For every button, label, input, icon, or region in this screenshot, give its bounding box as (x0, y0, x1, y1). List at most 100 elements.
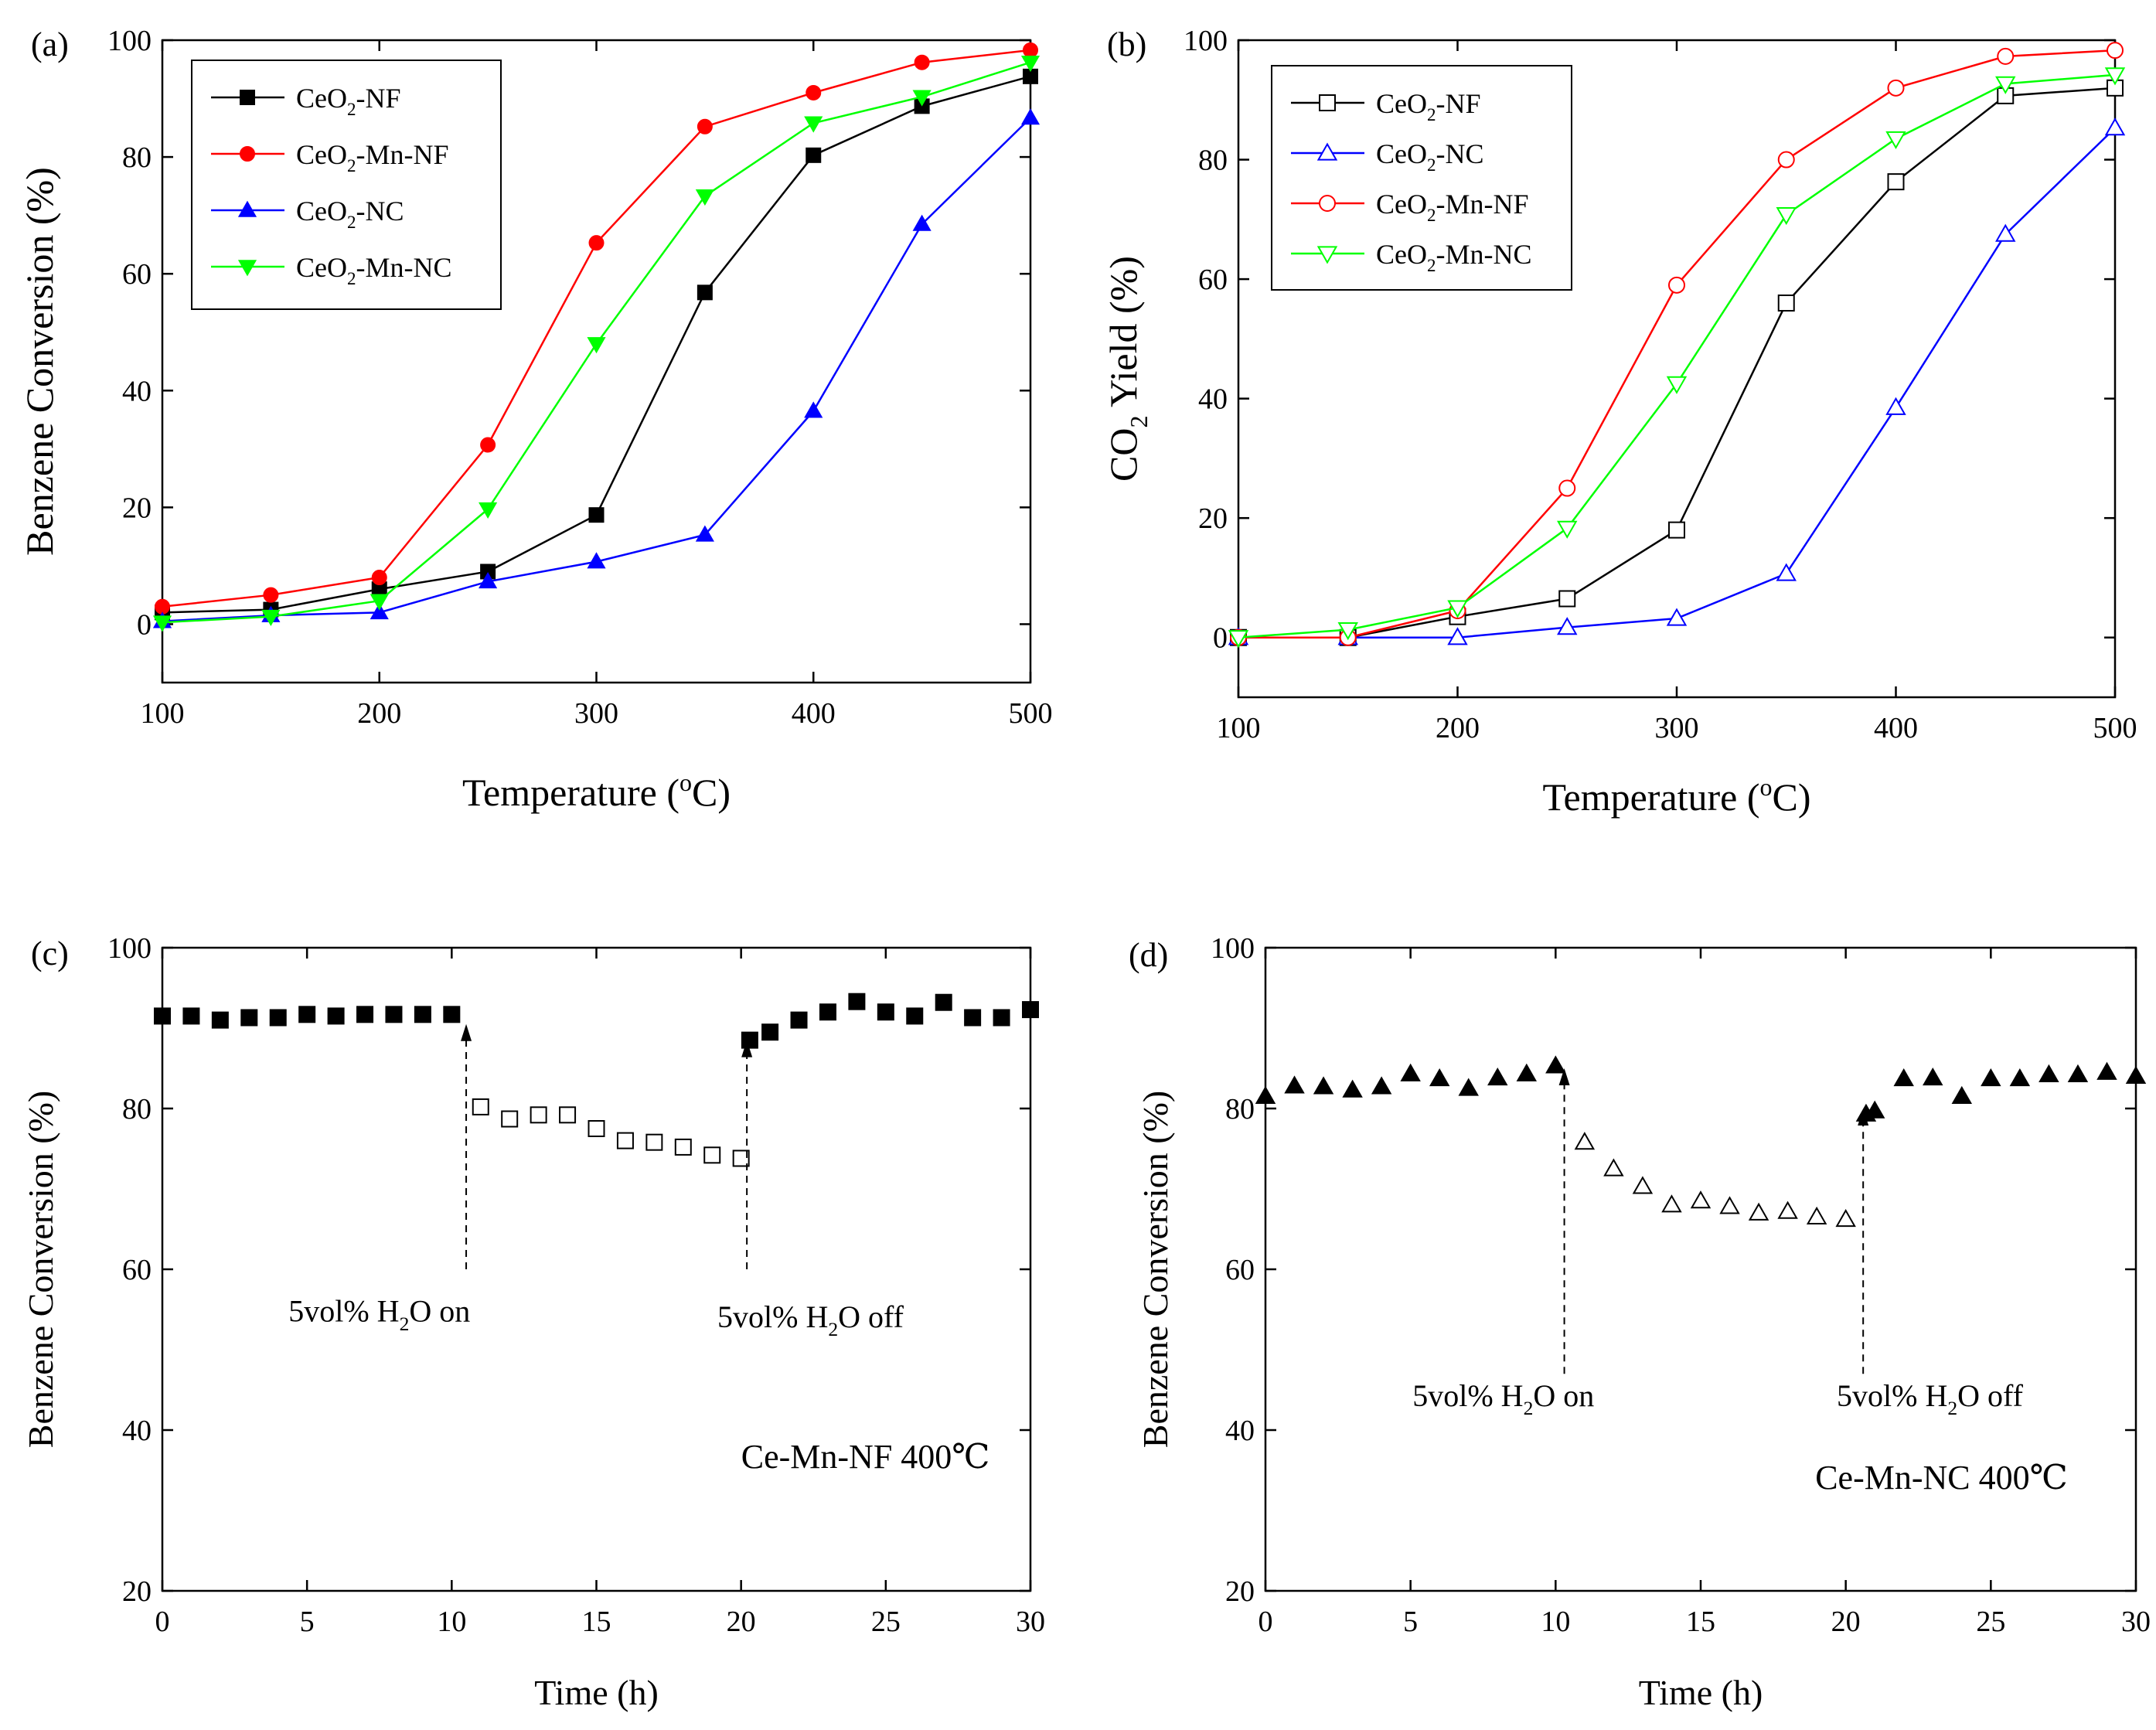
data-point (804, 116, 823, 133)
data-point (370, 594, 389, 611)
legend-marker (1316, 142, 1338, 161)
data-point (2107, 42, 2124, 60)
legend-label-part-0: CeO (1376, 239, 1427, 270)
legend-label-part-2: -NF (356, 83, 401, 114)
data-point (1558, 479, 1576, 497)
y-tick-label: 80 (1225, 1093, 1255, 1126)
annotation-label-part-2: O off (1957, 1378, 2023, 1413)
legend-label-part-2: -NC (1436, 138, 1484, 169)
legend-label-part-1: 2 (1427, 255, 1436, 275)
x-axis-label: Time (h) (1639, 1673, 1763, 1712)
data-point (1776, 207, 1797, 226)
legend-label-part-0: CeO (1376, 138, 1427, 169)
data-point (1342, 1079, 1363, 1098)
legend-label-part-2: -Mn-NF (1436, 189, 1529, 220)
data-point (1447, 627, 1468, 645)
x-axis-label-part-2: C) (1773, 775, 1811, 819)
legend-label-part-1: 2 (347, 99, 356, 119)
data-point (588, 507, 605, 523)
data-point (1885, 397, 1906, 415)
x-tick-label: 100 (141, 697, 185, 730)
data-point (414, 1006, 431, 1023)
y-axis-label-part-2: Yield (%) (1102, 256, 1145, 415)
data-point (1995, 223, 2016, 242)
legend-label-part-1: 2 (1427, 155, 1436, 175)
data-point (1574, 1132, 1596, 1150)
x-axis-label: Temperature (oC) (1542, 773, 1810, 819)
x-tick-label: 15 (1686, 1606, 1715, 1638)
legend-marker (1316, 246, 1338, 264)
annotation-label-part-1: 2 (828, 1318, 838, 1340)
y-axis-label-group: Benzene Conversion (%) (18, 167, 61, 556)
data-point (269, 1009, 287, 1027)
data-point (1668, 521, 1685, 539)
data-point (472, 1098, 489, 1115)
panel-label: (c) (31, 935, 69, 972)
data-point (298, 1006, 316, 1023)
data-point (155, 598, 170, 615)
data-point (1666, 376, 1688, 394)
data-point (1400, 1063, 1421, 1081)
data-point (2067, 1064, 2089, 1082)
data-point (1337, 622, 1358, 641)
data-point (1806, 1206, 1827, 1225)
legend-label: CeO2-NF (296, 83, 401, 119)
data-point (2096, 1061, 2117, 1080)
x-tick-label: 0 (1259, 1606, 1273, 1638)
x-tick-label: 25 (1976, 1606, 2005, 1638)
data-point (761, 1023, 779, 1041)
panel-0: 100 200 300 400 500 0 20 40 60 80 100 (a) Temperatur… (18, 25, 1053, 814)
data-point (501, 1110, 519, 1128)
data-point (1995, 76, 2016, 94)
data-point (211, 1011, 229, 1029)
data-point (1313, 1076, 1334, 1095)
y-tick-label: 40 (1225, 1415, 1255, 1447)
x-axis-label-part-1: o (679, 768, 692, 796)
legend-marker (240, 146, 255, 162)
data-point (327, 1007, 345, 1025)
legend-label: CeO2-Mn-NF (296, 139, 449, 175)
data-point (1487, 1067, 1508, 1086)
data-point (1690, 1190, 1712, 1209)
y-axis-label: CO2 Yield (%) (1102, 256, 1153, 482)
data-point (1748, 1202, 1769, 1221)
data-point (1777, 151, 1795, 169)
legend-label: CeO2-NF (1376, 88, 1481, 124)
data-point (587, 552, 606, 569)
x-tick-label: 0 (155, 1606, 170, 1638)
data-point (263, 587, 279, 603)
data-point (1022, 1001, 1039, 1019)
legend-marker (237, 260, 257, 277)
y-tick-label: 100 (107, 25, 152, 57)
data-point (2125, 1065, 2147, 1085)
x-tick-label: 10 (1541, 1606, 1570, 1638)
data-point (993, 1009, 1010, 1027)
data-point (1777, 295, 1795, 312)
panel-3: 0 5 10 15 20 25 30 20 40 60 80 100 (d) Time (h) Benzen… (1129, 932, 2151, 1712)
annotation-label-part-0: 5vol% H (288, 1294, 399, 1329)
annotation-label-part-2: O on (409, 1294, 470, 1329)
data-point (1997, 47, 2015, 65)
y-axis-label: Benzene Conversion (%) (18, 167, 61, 556)
y-tick-label: 20 (122, 492, 152, 524)
data-point (2104, 117, 2126, 136)
y-tick-label: 80 (1198, 145, 1228, 177)
data-point (530, 1106, 547, 1124)
y-tick-label: 60 (122, 1254, 152, 1286)
y-tick-label: 80 (122, 141, 152, 174)
legend-label-part-2: -NC (356, 196, 404, 226)
data-point (152, 615, 172, 632)
panel-1: 100 200 300 400 500 0 20 40 60 80 100 (b) Temperatur… (1102, 25, 2137, 819)
data-point (848, 993, 866, 1010)
y-tick-label: 60 (122, 258, 152, 291)
data-point (912, 90, 932, 107)
data-point (261, 609, 281, 626)
legend-label-part-1: 2 (347, 212, 356, 232)
data-point (154, 1007, 171, 1025)
panel-label: (d) (1129, 936, 1168, 974)
annotation-label-part-0: 5vol% H (1837, 1378, 1947, 1413)
annotation-arrow-head (741, 1040, 753, 1057)
legend-label-part-0: CeO (296, 83, 347, 114)
data-point (1719, 1196, 1740, 1214)
data-point (1557, 520, 1578, 539)
